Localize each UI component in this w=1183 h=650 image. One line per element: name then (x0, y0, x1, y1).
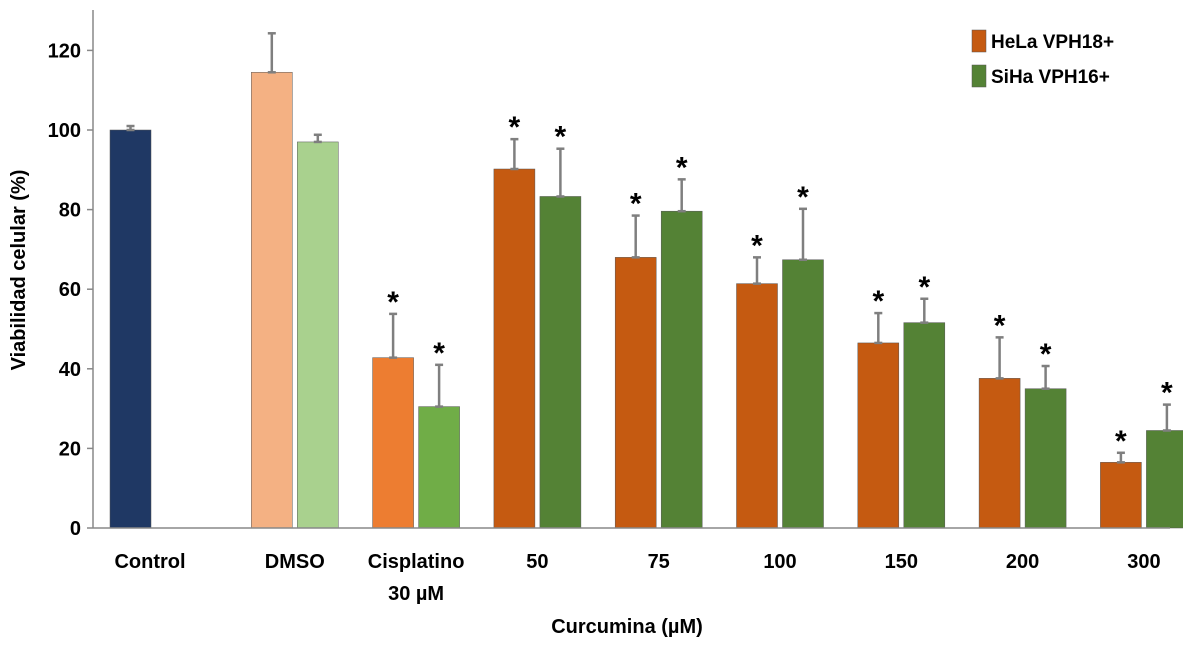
bar-control (109, 129, 152, 529)
bar-hela (1100, 462, 1142, 529)
significance-star: * (630, 188, 642, 221)
bar-siha (297, 141, 339, 529)
x-axis: Control DMSO Cisplatino 30 µM 50 75 100 150 200 3… (93, 527, 1170, 605)
bar-siha (660, 210, 703, 529)
error-bar (1162, 403, 1171, 432)
bar-hela (736, 283, 778, 529)
x-tick-label: 75 (648, 551, 670, 573)
significance-star: * (1161, 377, 1173, 410)
error-bar (677, 178, 686, 213)
error-bar (1041, 364, 1050, 390)
error-bar (267, 32, 276, 74)
significance-star: * (676, 151, 688, 184)
significance-markers: * * * * * * * * * * * * * * (387, 111, 1173, 458)
legend-label-siha: SiHa VPH16+ (991, 67, 1110, 88)
bar-hela (251, 72, 293, 529)
significance-star: * (555, 121, 567, 154)
significance-star: * (994, 309, 1006, 342)
bar-hela (614, 257, 657, 529)
x-tick-label: 50 (526, 551, 548, 573)
x-tick-label: DMSO (265, 551, 325, 573)
y-tick-label: 60 (59, 279, 81, 301)
significance-star: * (797, 181, 809, 214)
error-bar (995, 336, 1004, 380)
y-tick-label: 100 (48, 120, 81, 142)
x-axis-title: Curcumina (µM) (551, 616, 703, 638)
bar-hela (493, 168, 536, 529)
y-tick-label: 20 (59, 438, 81, 460)
error-bar (126, 124, 135, 132)
legend: HeLa VPH18+ SiHa VPH16+ (971, 29, 1114, 88)
legend-label-hela: HeLa VPH18+ (991, 32, 1114, 53)
bar-hela (857, 342, 900, 529)
error-bar (556, 147, 565, 198)
legend-swatch-siha (971, 64, 987, 88)
significance-star: * (509, 111, 521, 144)
y-tick-label: 120 (48, 40, 81, 62)
significance-star: * (1040, 338, 1052, 371)
x-tick-label: 100 (763, 551, 796, 573)
significance-star: * (387, 286, 399, 319)
error-bar (435, 363, 444, 408)
error-bar (389, 312, 398, 359)
bar-siha (782, 259, 824, 529)
y-tick-label: 40 (59, 359, 81, 381)
bar-siha (418, 406, 460, 529)
bars (109, 72, 1183, 529)
x-tick-label: 200 (1006, 551, 1039, 573)
legend-swatch-hela (971, 29, 987, 53)
bar-hela (372, 357, 414, 529)
bar-siha (1024, 388, 1067, 529)
y-tick-label: 80 (59, 200, 81, 222)
error-bar (1116, 451, 1125, 464)
y-tick-label: 0 (70, 518, 81, 540)
bar-siha (539, 196, 582, 529)
significance-star: * (872, 285, 884, 318)
x-tick-label: 300 (1127, 551, 1160, 573)
significance-star: * (751, 229, 763, 262)
bar-siha (903, 322, 946, 529)
error-bar (753, 256, 761, 285)
bar-hela (978, 378, 1021, 529)
error-bar (799, 207, 807, 261)
x-tick-label: Control (114, 551, 185, 573)
x-tick-label: 30 µM (388, 583, 444, 605)
error-bars (126, 32, 1171, 464)
error-bar (631, 214, 640, 259)
x-tick-label: Cisplatino (368, 551, 465, 573)
significance-star: * (1115, 425, 1127, 458)
error-bar (920, 297, 929, 324)
error-bar (313, 133, 322, 144)
y-axis-title: Viabilidad celular (%) (8, 170, 30, 371)
bar-siha (1146, 430, 1183, 529)
significance-star: * (918, 271, 930, 304)
significance-star: * (433, 337, 445, 370)
error-bar (874, 311, 883, 345)
error-bar (510, 137, 519, 171)
y-axis: 0 20 40 60 80 100 120 (48, 10, 94, 540)
x-tick-label: 150 (885, 551, 918, 573)
